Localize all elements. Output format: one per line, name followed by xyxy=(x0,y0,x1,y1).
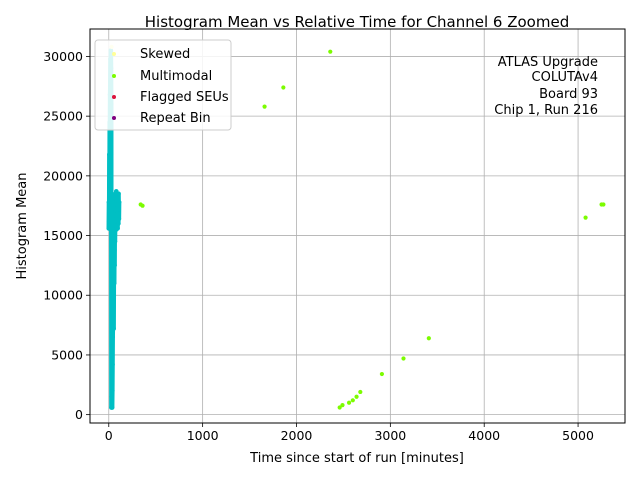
data-point xyxy=(346,400,352,405)
y-tick-label: 0 xyxy=(75,407,83,422)
data-point xyxy=(106,226,112,231)
data-point xyxy=(111,286,116,292)
data-point xyxy=(107,152,112,157)
data-point xyxy=(116,191,121,197)
y-tick-label: 5000 xyxy=(51,347,83,362)
y-tick-label: 20000 xyxy=(43,168,83,183)
data-point xyxy=(337,405,342,410)
y-tick-label: 30000 xyxy=(43,49,83,64)
x-tick-label: 0 xyxy=(105,428,113,443)
annotation-line: COLUTAv4 xyxy=(532,70,598,85)
data-point xyxy=(110,334,116,340)
data-point xyxy=(109,352,115,358)
x-tick-label: 1000 xyxy=(187,428,219,443)
data-point xyxy=(426,336,431,341)
data-point xyxy=(350,398,355,403)
data-point xyxy=(107,140,113,145)
data-point xyxy=(110,362,115,367)
series-group xyxy=(138,49,606,410)
annotation-line: Chip 1, Run 216 xyxy=(494,103,598,118)
data-point xyxy=(110,322,116,328)
x-axis-label: Time since start of run [minutes] xyxy=(249,451,464,466)
y-tick-label: 10000 xyxy=(43,288,83,303)
x-tick-label: 2000 xyxy=(281,428,313,443)
data-point xyxy=(110,307,116,312)
legend: Skewed Multimodal Flagged SEUs Repeat Bi… xyxy=(94,39,232,131)
data-point xyxy=(112,247,117,253)
data-point xyxy=(354,394,359,399)
data-point xyxy=(111,326,116,331)
data-point xyxy=(111,281,117,286)
legend-label: Skewed xyxy=(140,47,190,62)
data-point xyxy=(112,218,118,224)
data-point xyxy=(109,370,115,376)
x-tick-label: 5000 xyxy=(562,428,594,443)
x-tick-label: 4000 xyxy=(468,428,500,443)
legend-label: Multimodal xyxy=(140,69,212,84)
annotation: ATLAS Upgrade COLUTAv4 Board 93 Chip 1, … xyxy=(494,55,598,118)
legend-label: Flagged SEUs xyxy=(140,90,229,105)
data-point xyxy=(379,371,385,377)
data-point xyxy=(340,402,345,408)
data-point xyxy=(281,85,286,90)
data-point xyxy=(109,405,115,410)
y-tick-label: 15000 xyxy=(43,228,83,243)
data-point xyxy=(106,199,112,205)
x-tick-label: 3000 xyxy=(374,428,406,443)
data-point xyxy=(110,298,116,304)
annotation-line: Board 93 xyxy=(539,87,598,102)
data-point xyxy=(107,191,112,197)
data-point xyxy=(106,218,112,224)
data-point xyxy=(109,394,114,400)
legend-marker xyxy=(112,95,116,99)
data-point xyxy=(116,221,121,226)
plot-frame xyxy=(89,28,626,424)
legend-marker xyxy=(112,116,116,120)
data-point xyxy=(140,203,145,208)
data-point xyxy=(112,239,118,244)
annotation-line: ATLAS Upgrade xyxy=(498,55,598,70)
data-point xyxy=(116,206,122,212)
data-point xyxy=(601,202,606,207)
data-point xyxy=(358,389,363,395)
grid xyxy=(90,29,625,423)
data-point xyxy=(116,216,122,222)
data-point xyxy=(262,104,267,109)
legend-label: Repeat Bin xyxy=(140,111,211,126)
data-point xyxy=(112,263,117,268)
data-point xyxy=(116,199,122,205)
data-point xyxy=(111,259,117,265)
data-point xyxy=(328,49,333,54)
data-point xyxy=(115,226,120,231)
y-axis-label: Histogram Mean xyxy=(15,173,30,280)
y-tick-label: 25000 xyxy=(43,109,83,124)
data-point xyxy=(401,356,406,361)
data-point xyxy=(583,215,588,220)
legend-marker xyxy=(112,74,116,78)
axis-ticks: 0 1000 2000 3000 4000 5000 0 5000 10000 15000 2000… xyxy=(43,49,594,443)
data-point xyxy=(110,388,115,394)
legend-marker xyxy=(112,52,116,56)
chart-title: Histogram Mean vs Relative Time for Chan… xyxy=(145,13,569,31)
data-point xyxy=(111,275,117,280)
legend-box xyxy=(94,39,232,131)
